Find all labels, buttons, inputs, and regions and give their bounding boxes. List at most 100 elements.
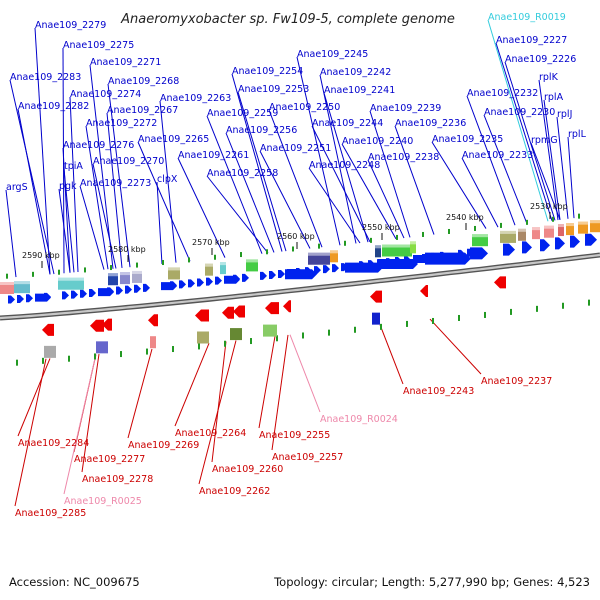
label-connector bbox=[85, 125, 109, 270]
forward-gene-arrow bbox=[26, 294, 33, 303]
cog-box-highlight bbox=[544, 225, 554, 229]
label-connector bbox=[543, 99, 561, 220]
reverse-gene-arrow bbox=[90, 319, 104, 332]
cog-box-highlight bbox=[382, 244, 412, 248]
cog-box bbox=[330, 250, 338, 263]
scale-tick bbox=[32, 271, 34, 277]
scale-label: 2540 kbp bbox=[446, 213, 484, 222]
forward-gene-label: Anae109_2256 bbox=[226, 125, 297, 136]
cog-box-highlight bbox=[58, 277, 84, 281]
forward-gene-label: Anae109_2275 bbox=[63, 40, 134, 51]
forward-gene-label: Anae109_2263 bbox=[160, 93, 231, 104]
forward-gene-label: Anae109_2248 bbox=[309, 160, 380, 171]
forward-gene-label: argS bbox=[6, 182, 28, 193]
reverse-gene-arrow bbox=[195, 309, 209, 322]
forward-gene-label: rplJ bbox=[557, 109, 572, 120]
scale-tick bbox=[68, 355, 70, 362]
scale-tick bbox=[146, 348, 148, 355]
scale-tick bbox=[16, 359, 18, 366]
forward-gene-arrow bbox=[555, 237, 565, 250]
forward-gene-label: rpmG bbox=[531, 135, 558, 146]
label-connector bbox=[379, 324, 404, 385]
label-connector bbox=[17, 358, 51, 437]
scale-tick bbox=[318, 243, 320, 249]
reverse-gene-arrow bbox=[148, 314, 158, 327]
forward-gene-label: Anae109_2265 bbox=[138, 134, 209, 145]
reverse-gene-label: Anae109_2285 bbox=[15, 508, 86, 519]
scale-tick bbox=[380, 323, 382, 330]
forward-gene-label: Anae109_2227 bbox=[496, 35, 567, 46]
cog-box bbox=[558, 224, 564, 237]
reverse-gene-label: Anae109_2277 bbox=[74, 454, 145, 465]
scale-tick bbox=[42, 357, 44, 364]
label-connector bbox=[483, 114, 528, 224]
scale-tick bbox=[552, 216, 554, 222]
cog-box bbox=[108, 273, 118, 286]
cog-box bbox=[150, 336, 156, 349]
label-connector bbox=[530, 142, 561, 220]
label-connector bbox=[177, 157, 226, 258]
scale-tick bbox=[162, 260, 164, 266]
forward-gene-arrow bbox=[233, 274, 240, 283]
scale-tick bbox=[94, 353, 96, 360]
forward-gene-arrow bbox=[242, 273, 249, 282]
forward-gene-arrow bbox=[116, 286, 123, 295]
cog-box bbox=[132, 270, 142, 283]
forward-gene-label: Anae109_2244 bbox=[312, 118, 383, 129]
forward-gene-label: Anae109_2282 bbox=[18, 101, 89, 112]
forward-gene-label: clpX bbox=[157, 174, 178, 185]
reverse-gene-arrow bbox=[233, 305, 245, 318]
forward-gene-arrow bbox=[71, 290, 78, 299]
label-connector bbox=[431, 141, 487, 229]
scale-tick bbox=[484, 311, 486, 318]
cog-box bbox=[410, 241, 416, 254]
forward-gene-arrow bbox=[585, 233, 597, 246]
cog-box-highlight bbox=[308, 252, 330, 256]
backbone-shadow bbox=[0, 252, 600, 321]
scale-tick bbox=[292, 246, 294, 252]
cog-box bbox=[518, 228, 526, 241]
forward-gene-label: Anae109_2245 bbox=[297, 49, 368, 60]
gene-tracks: 2590 kbp 2580 kbp 2570 kbp 2560 kbp 2550 kbp… bbox=[0, 202, 600, 366]
label-connector bbox=[34, 27, 51, 275]
label-connector bbox=[556, 116, 569, 219]
reverse-gene-arrow bbox=[420, 284, 428, 297]
cog-box-highlight bbox=[0, 282, 14, 285]
scale-tick bbox=[422, 231, 424, 237]
label-connector bbox=[174, 343, 210, 427]
label-connector bbox=[538, 79, 559, 221]
reverse-gene-label: Anae109_2278 bbox=[82, 474, 153, 485]
forward-gene-arrow bbox=[341, 263, 348, 272]
label-connector bbox=[311, 125, 371, 243]
label-connector bbox=[319, 74, 357, 244]
scale-tick bbox=[266, 249, 268, 255]
label-connector bbox=[127, 348, 153, 439]
cog-box bbox=[590, 220, 600, 233]
scale-tick bbox=[240, 252, 242, 258]
forward-gene-arrow bbox=[260, 271, 267, 280]
forward-gene-label: Anae109_2235 bbox=[432, 134, 503, 145]
label-connector bbox=[504, 61, 556, 221]
cog-box bbox=[120, 272, 130, 285]
forward-gene-arrow bbox=[323, 265, 330, 274]
topology-text: Topology: circular; Length: 5,277,990 bp… bbox=[273, 575, 590, 589]
label-connector bbox=[89, 64, 114, 269]
forward-gene-arrow bbox=[378, 258, 418, 269]
forward-gene-arrow bbox=[143, 283, 150, 292]
forward-gene-label: Anae109_2279 bbox=[35, 20, 106, 31]
label-connector bbox=[367, 159, 405, 239]
label-connector bbox=[62, 147, 71, 273]
forward-gene-arrow bbox=[314, 266, 321, 275]
cog-box bbox=[197, 331, 209, 344]
forward-gene-label: Anae109_2240 bbox=[342, 136, 413, 147]
scale-tick bbox=[448, 228, 450, 234]
forward-gene-label: Anae109_2276 bbox=[63, 140, 134, 151]
scale-tick bbox=[500, 222, 502, 228]
label-connector bbox=[225, 132, 275, 253]
forward-gene-label: Anae109_2236 bbox=[395, 118, 466, 129]
scale-tick bbox=[302, 332, 304, 339]
scale-tick bbox=[136, 262, 138, 268]
label-connector bbox=[289, 334, 321, 413]
forward-gene-label: Anae109_2238 bbox=[368, 152, 439, 163]
